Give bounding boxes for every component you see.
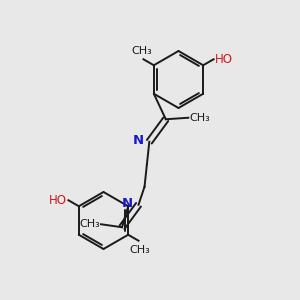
- Text: HO: HO: [215, 53, 233, 66]
- Text: CH₃: CH₃: [80, 219, 100, 229]
- Text: N: N: [133, 134, 144, 147]
- Text: CH₃: CH₃: [132, 46, 152, 56]
- Text: CH₃: CH₃: [189, 113, 210, 123]
- Text: CH₃: CH₃: [129, 245, 150, 255]
- Text: N: N: [122, 197, 133, 210]
- Text: HO: HO: [49, 194, 67, 207]
